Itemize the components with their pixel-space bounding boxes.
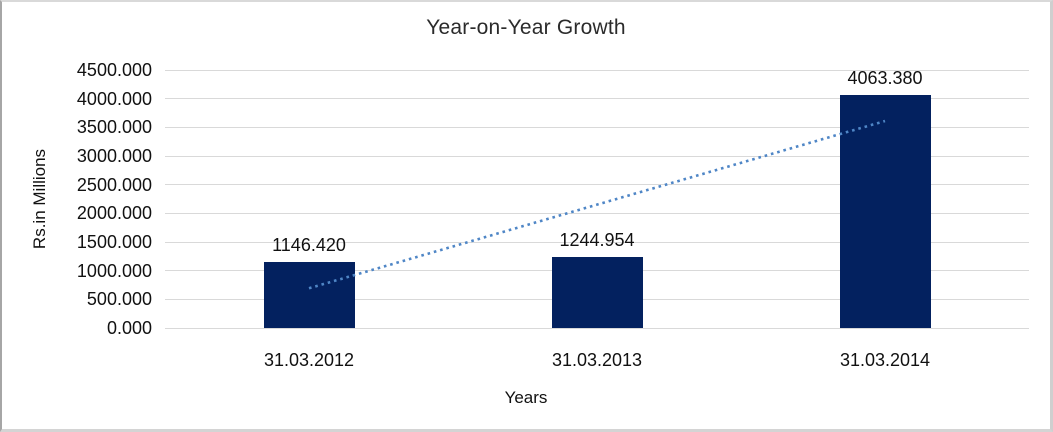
y-tick-label: 3500.000 — [76, 117, 152, 138]
bar — [839, 95, 931, 328]
y-tick-label: 1500.000 — [76, 232, 152, 252]
y-tick-label: 1000.000 — [76, 260, 152, 281]
y-tick-label: 500.000 — [86, 289, 152, 310]
gridline — [165, 69, 1029, 71]
x-category-label: 31.03.2013 — [551, 350, 643, 370]
x-category-label: 31.03.2012 — [263, 350, 355, 370]
bar-data-label: 1146.420 — [272, 235, 346, 256]
bar — [263, 262, 355, 328]
y-tick-label: 4000.000 — [76, 88, 152, 109]
bar-data-label: 4063.380 — [847, 68, 923, 89]
bar-data-label: 1244.954 — [559, 229, 635, 250]
y-tick-label: 2000.000 — [76, 203, 152, 224]
y-tick-label: 3000.000 — [76, 146, 152, 166]
y-tick-label: 4500.000 — [76, 60, 152, 80]
y-tick-label: 2500.000 — [76, 174, 152, 195]
x-axis-title: Years — [504, 388, 548, 407]
bar — [551, 256, 643, 328]
chart-title: Year-on-Year Growth — [426, 16, 626, 39]
x-category-label: 31.03.2014 — [839, 350, 931, 370]
gridline — [165, 327, 1029, 329]
gridline — [165, 98, 1029, 100]
y-tick-label: 0.000 — [106, 318, 152, 338]
